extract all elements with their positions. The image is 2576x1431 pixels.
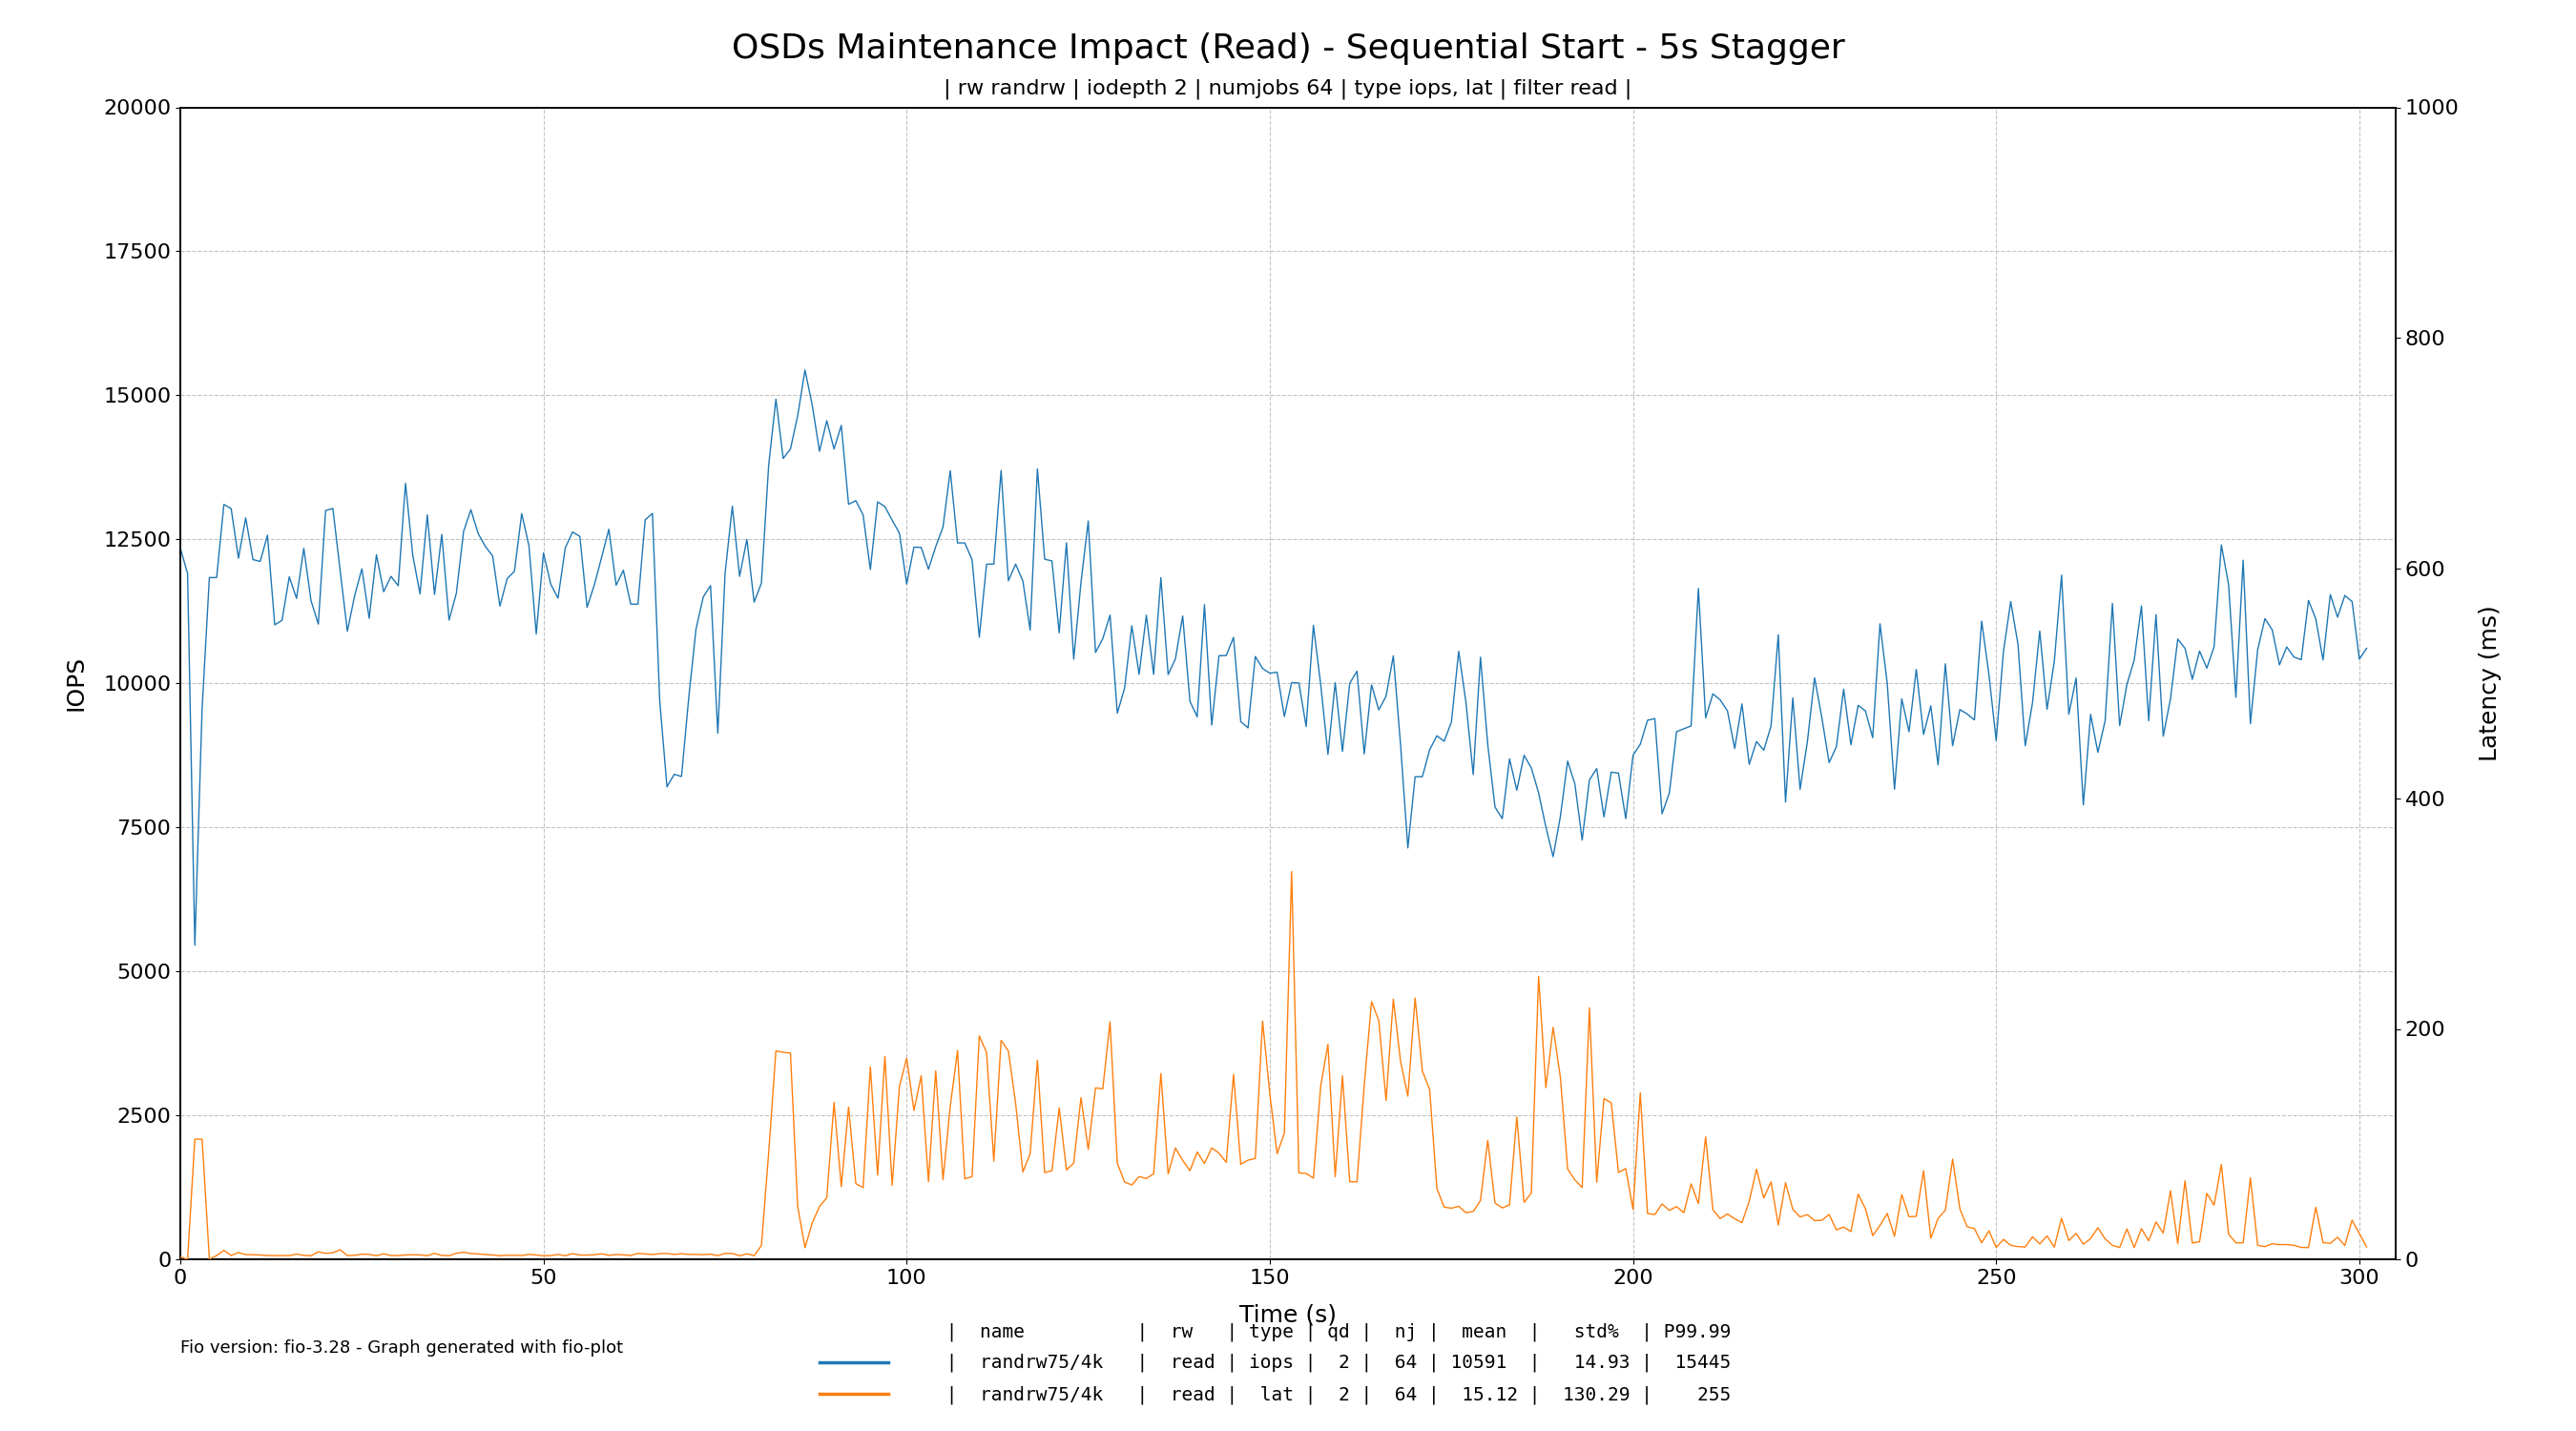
Text: |  randrw75/4k   |  read | iops |  2 |  64 | 10591  |   14.93 |  15445: | randrw75/4k | read | iops | 2 | 64 | 1… <box>845 1354 1731 1372</box>
Text: OSDs Maintenance Impact (Read) - Sequential Start - 5s Stagger: OSDs Maintenance Impact (Read) - Sequent… <box>732 33 1844 66</box>
Y-axis label: Latency (ms): Latency (ms) <box>2478 605 2501 761</box>
Text: |  name          |  rw   | type | qd |  nj |  mean  |   std%  | P99.99: | name | rw | type | qd | nj | mean | st… <box>845 1322 1731 1341</box>
Text: |  randrw75/4k   |  read |  lat |  2 |  64 |  15.12 |  130.29 |    255: | randrw75/4k | read | lat | 2 | 64 | 15… <box>845 1385 1731 1404</box>
Y-axis label: IOPS: IOPS <box>64 655 88 711</box>
Text: Fio version: fio-3.28 - Graph generated with fio-plot: Fio version: fio-3.28 - Graph generated … <box>180 1339 623 1357</box>
Title: | rw randrw | iodepth 2 | numjobs 64 | type iops, lat | filter read |: | rw randrw | iodepth 2 | numjobs 64 | t… <box>943 79 1633 99</box>
X-axis label: Time (s): Time (s) <box>1239 1304 1337 1327</box>
